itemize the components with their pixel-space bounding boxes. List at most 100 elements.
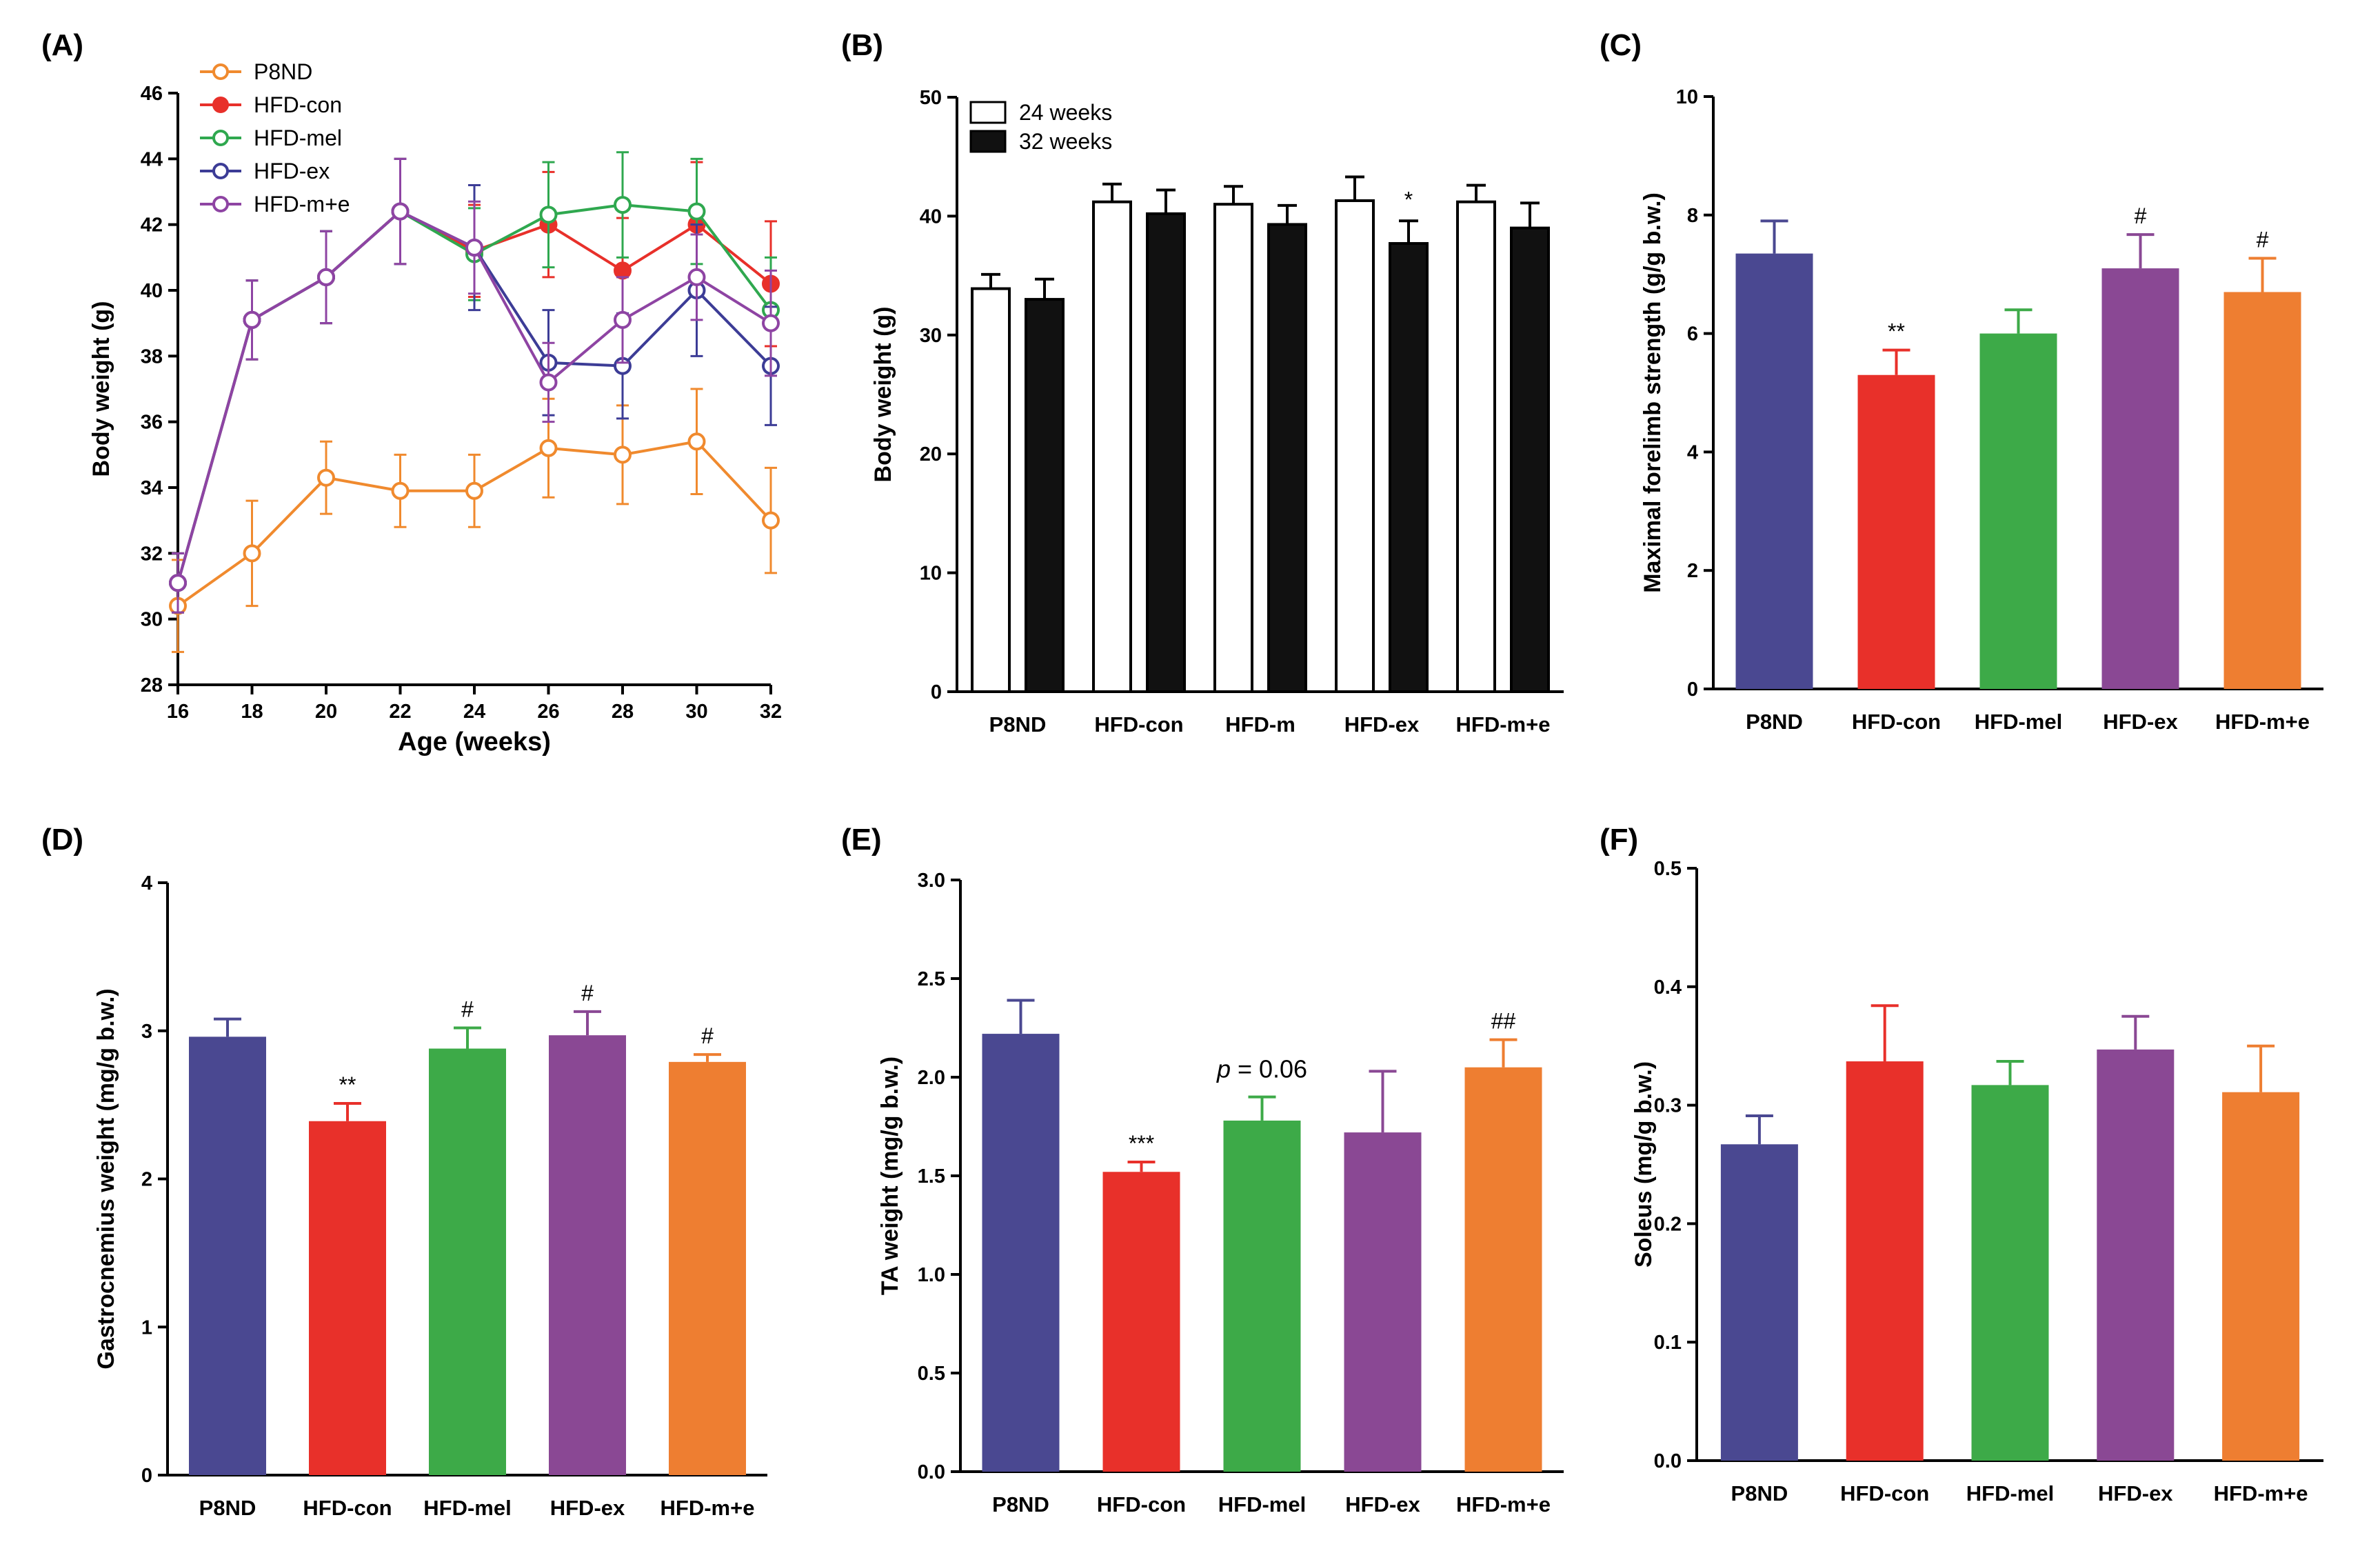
y-tick-label: 44 bbox=[141, 148, 163, 170]
bar-24-weeks bbox=[1456, 200, 1496, 694]
bar bbox=[2101, 268, 2179, 689]
bar bbox=[1223, 1120, 1301, 1472]
y-tick-label: 2.0 bbox=[918, 1067, 945, 1089]
category-label: P8ND bbox=[1731, 1481, 1788, 1505]
y-tick-label: 2 bbox=[141, 1169, 152, 1191]
y-tick-label: 34 bbox=[141, 477, 163, 499]
y-tick-label: 28 bbox=[141, 674, 163, 697]
y-tick-label: 42 bbox=[141, 214, 163, 237]
y-tick-label: 0 bbox=[141, 1465, 152, 1487]
significance-label: * bbox=[1404, 187, 1413, 212]
y-tick-label: 36 bbox=[141, 412, 163, 434]
legend-label: HFD-m+e bbox=[254, 192, 350, 217]
category-label: P8ND bbox=[992, 1492, 1049, 1516]
category-label: HFD-m+e bbox=[2214, 1481, 2308, 1505]
legend-marker bbox=[212, 97, 229, 113]
legend-marker bbox=[212, 63, 229, 80]
significance-label: # bbox=[581, 981, 594, 1005]
bar-32-weeks bbox=[1025, 298, 1065, 693]
significance-label: ** bbox=[339, 1072, 356, 1097]
y-tick-label: 4 bbox=[141, 872, 152, 894]
y-tick-label: 0.5 bbox=[1654, 858, 1682, 880]
bar-24-weeks bbox=[1213, 203, 1253, 694]
data-point bbox=[539, 439, 558, 457]
y-axis-title: TA weight (mg/g b.w.) bbox=[877, 1057, 903, 1295]
legend-swatch bbox=[969, 101, 1007, 124]
bar-32-weeks bbox=[1146, 212, 1186, 693]
data-point bbox=[243, 310, 261, 329]
y-tick-label: 3 bbox=[141, 1021, 152, 1043]
panel-d: 0 1 2 3 4 (D) Gastrocnemius weight (mg/g b.w.)… bbox=[41, 823, 767, 1520]
bar bbox=[549, 1035, 626, 1475]
category-label: HFD-ex bbox=[550, 1496, 625, 1520]
y-tick-label: 0 bbox=[931, 681, 942, 703]
data-point bbox=[762, 314, 780, 332]
significance-label: # bbox=[2257, 228, 2269, 252]
category-label: HFD-ex bbox=[2098, 1481, 2173, 1505]
y-tick-label: 0.3 bbox=[1654, 1095, 1682, 1117]
panel-label: (D) bbox=[41, 823, 83, 857]
x-tick-label: 30 bbox=[685, 701, 707, 723]
y-tick-label: 46 bbox=[141, 83, 163, 105]
y-axis-title: Maximal forelimb strength (g/g b.w.) bbox=[1640, 192, 1666, 593]
category-label: P8ND bbox=[199, 1496, 256, 1520]
bar bbox=[1720, 1144, 1798, 1461]
panel-label: (A) bbox=[41, 28, 83, 62]
y-tick-label: 10 bbox=[1676, 86, 1698, 108]
bar-32-weeks bbox=[1267, 223, 1307, 693]
bar bbox=[1846, 1061, 1924, 1461]
data-point bbox=[317, 268, 335, 286]
x-tick-label: 24 bbox=[463, 701, 485, 723]
category-label: HFD-con bbox=[1852, 710, 1941, 734]
bar bbox=[1979, 333, 2057, 690]
panel-a: 28 30 32 34 36 38 40 42 44 46 (A) Body weight (g) 16… bbox=[41, 28, 782, 757]
category-label: HFD-m+e bbox=[660, 1496, 755, 1520]
data-point bbox=[687, 432, 706, 451]
y-tick-label: 32 bbox=[141, 543, 163, 565]
legend-label: HFD-ex bbox=[254, 159, 330, 183]
bar bbox=[2223, 292, 2301, 690]
y-tick-label: 30 bbox=[920, 325, 942, 347]
y-axis-title: Soleus (mg/g b.w.) bbox=[1631, 1061, 1657, 1268]
category-label: HFD-ex bbox=[2103, 710, 2178, 734]
y-tick-label: 4 bbox=[1687, 441, 1698, 463]
x-tick-label: 18 bbox=[241, 701, 263, 723]
legend-swatch bbox=[969, 130, 1007, 153]
x-tick-label: 28 bbox=[612, 701, 634, 723]
category-label: HFD-mel bbox=[1218, 1492, 1306, 1516]
legend-label: HFD-con bbox=[254, 92, 342, 117]
y-tick-label: 2 bbox=[1687, 560, 1698, 582]
data-point bbox=[614, 196, 632, 214]
data-point bbox=[614, 261, 632, 280]
bar-24-weeks bbox=[1335, 199, 1375, 694]
y-tick-label: 0.1 bbox=[1654, 1332, 1682, 1354]
bar bbox=[429, 1048, 506, 1475]
legend-marker bbox=[212, 163, 229, 179]
category-label: HFD-mel bbox=[1975, 710, 2062, 734]
x-tick-label: 32 bbox=[760, 701, 782, 723]
p-italic: p bbox=[1216, 1055, 1231, 1083]
bar bbox=[189, 1037, 266, 1475]
legend-marker bbox=[212, 196, 229, 212]
panel-label: (F) bbox=[1600, 823, 1638, 857]
category-label: HFD-ex bbox=[1345, 1492, 1420, 1516]
legend-label: 32 weeks bbox=[1019, 129, 1112, 154]
y-tick-label: 38 bbox=[141, 346, 163, 368]
panel-e: 0.0 0.5 1.0 1.5 2.0 2.5 3.0 (E) TA weight (mg/g … bbox=[841, 823, 1564, 1516]
bar bbox=[1102, 1172, 1180, 1472]
bar-24-weeks bbox=[971, 287, 1011, 693]
p-value-label: p = 0.06 bbox=[1216, 1055, 1307, 1083]
bar bbox=[1735, 253, 1813, 689]
significance-label: ** bbox=[1888, 319, 1905, 344]
category-label: HFD-mel bbox=[423, 1496, 511, 1520]
data-point bbox=[465, 481, 483, 500]
category-label: HFD-con bbox=[1840, 1481, 1929, 1505]
data-point bbox=[539, 206, 558, 224]
significance-label: ## bbox=[1491, 1009, 1516, 1034]
y-axis-title: Gastrocnemius weight (mg/g b.w.) bbox=[93, 988, 119, 1369]
panel-f: 0.0 0.1 0.2 0.3 0.4 0.5 (F) Soleus (mg/g b.w.) P… bbox=[1600, 823, 2323, 1505]
data-point bbox=[614, 445, 632, 464]
data-point bbox=[687, 268, 706, 286]
y-tick-label: 40 bbox=[141, 280, 163, 302]
